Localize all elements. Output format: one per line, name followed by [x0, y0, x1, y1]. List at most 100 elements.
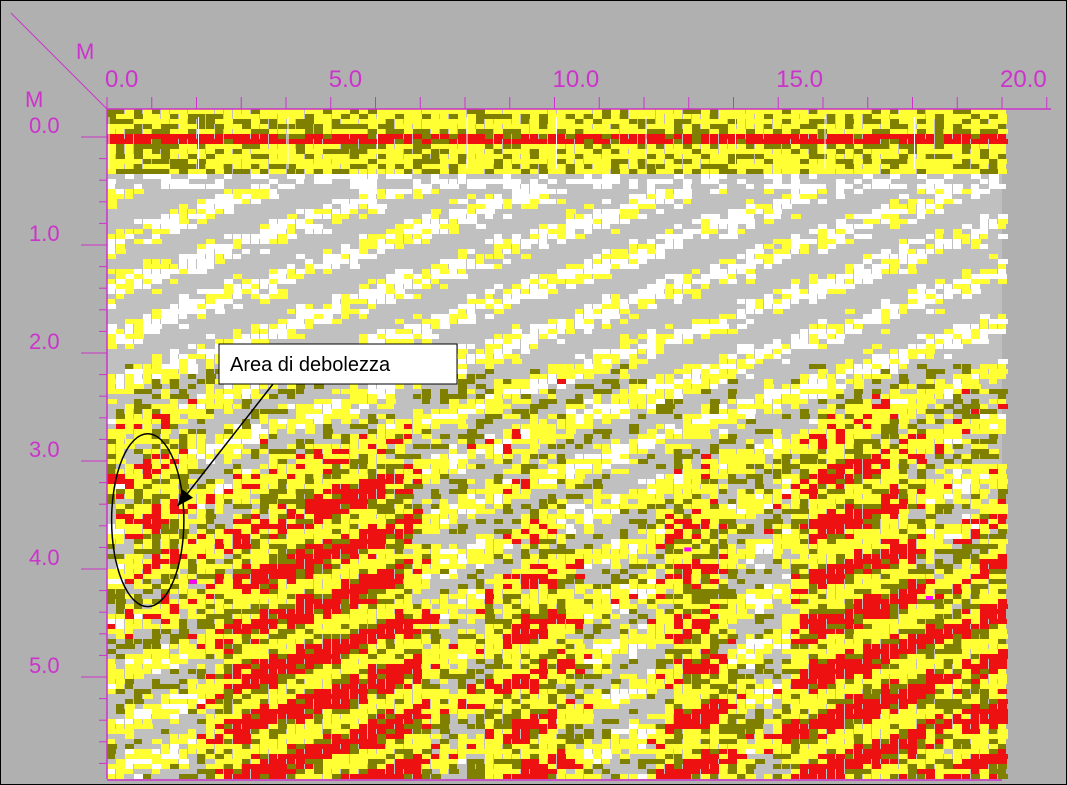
heatmap-cell [800, 244, 809, 249]
heatmap-cell [683, 459, 691, 464]
heatmap-cell [359, 289, 368, 294]
heatmap-cell [863, 404, 873, 409]
heatmap-cell [287, 279, 296, 284]
heatmap-cell [566, 484, 575, 489]
heatmap-cell [179, 129, 189, 134]
heatmap-cell [899, 394, 908, 399]
heatmap-cell [548, 319, 557, 324]
heatmap-cell [377, 239, 385, 244]
heatmap-cell [521, 389, 531, 394]
heatmap-cell [953, 234, 962, 239]
heatmap-cell [935, 309, 945, 314]
heatmap-cell [845, 484, 854, 489]
heatmap-cell [395, 339, 405, 344]
heatmap-cell [377, 119, 385, 124]
heatmap-cell [431, 264, 441, 269]
heatmap-cell [521, 194, 531, 199]
heatmap-cell [521, 439, 531, 444]
heatmap-cell [611, 179, 620, 184]
heatmap-cell [917, 444, 926, 449]
heatmap-cell [782, 129, 791, 134]
heatmap-cell [881, 254, 889, 259]
heatmap-cell [395, 289, 405, 294]
heatmap-cell [494, 489, 503, 494]
heatmap-cell [746, 399, 754, 404]
heatmap-cell [233, 494, 243, 499]
heatmap-cell [890, 114, 899, 119]
heatmap-cell [107, 329, 116, 334]
heatmap-cell [890, 139, 899, 144]
heatmap-cell [845, 424, 854, 429]
heatmap-cell [224, 384, 232, 389]
heatmap-cell [674, 459, 682, 464]
heatmap-cell [917, 454, 925, 459]
heatmap-cell [890, 414, 898, 419]
heatmap-cell [701, 229, 710, 234]
heatmap-cell [143, 474, 153, 479]
heatmap-cell [800, 489, 810, 494]
heatmap-cell [341, 124, 350, 129]
heatmap-cell [107, 454, 117, 459]
heatmap-cell [845, 169, 853, 174]
heatmap-cell [800, 249, 809, 254]
heatmap-cell [800, 129, 809, 134]
heatmap-cell [404, 434, 412, 439]
heatmap-cell [584, 434, 593, 439]
heatmap-cell [332, 454, 342, 459]
heatmap-cell [449, 399, 459, 404]
heatmap-cell [188, 154, 198, 159]
heatmap-cell [413, 154, 423, 159]
heatmap-cell [719, 119, 727, 124]
heatmap-cell [989, 424, 999, 429]
heatmap-cell [494, 359, 504, 364]
heatmap-cell [368, 109, 377, 114]
heatmap-cell [332, 444, 340, 449]
heatmap-cell [305, 444, 313, 449]
heatmap-cell [125, 429, 133, 434]
heatmap-cell [575, 324, 584, 329]
heatmap-cell [323, 254, 332, 259]
heatmap-cell [323, 129, 331, 134]
heatmap-cell [863, 444, 873, 449]
heatmap-cell [368, 114, 376, 119]
heatmap-cell [566, 119, 575, 124]
heatmap-cell [107, 429, 117, 434]
heatmap-cell [530, 109, 540, 114]
heatmap-cell [800, 439, 809, 444]
heatmap-cell [881, 419, 889, 424]
heatmap-cell [863, 254, 873, 259]
heatmap-cell [377, 449, 387, 454]
heatmap-cell [521, 349, 530, 354]
heatmap-cell [764, 164, 772, 169]
heatmap-cell [161, 464, 169, 469]
heatmap-cell [881, 364, 889, 369]
heatmap-cell [539, 229, 549, 234]
heatmap-cell [773, 434, 782, 439]
heatmap-cell [791, 484, 800, 489]
heatmap-cell [431, 149, 439, 154]
heatmap-cell [710, 269, 720, 274]
heatmap-cell [413, 394, 421, 399]
heatmap-cell [341, 479, 350, 484]
heatmap-cell [971, 479, 979, 484]
heatmap-cell [611, 254, 621, 259]
heatmap-cell [980, 269, 990, 274]
heatmap-cell [242, 434, 251, 439]
heatmap-cell [611, 384, 620, 389]
heatmap-cell [926, 134, 934, 139]
heatmap-cell [926, 149, 936, 154]
heatmap-cell [476, 204, 486, 209]
heatmap-cell [593, 209, 601, 214]
heatmap-cell [521, 124, 529, 129]
heatmap-cell [503, 129, 512, 134]
heatmap-cell [710, 229, 718, 234]
heatmap-cell [881, 129, 890, 134]
heatmap-cell [152, 324, 162, 329]
heatmap-cell [953, 124, 962, 129]
heatmap-cell [179, 134, 188, 139]
heatmap-cell [143, 174, 152, 179]
heatmap-cell [692, 424, 701, 429]
heatmap-cell [692, 414, 701, 419]
heatmap-cell [809, 189, 817, 194]
heatmap-cell [845, 284, 855, 289]
